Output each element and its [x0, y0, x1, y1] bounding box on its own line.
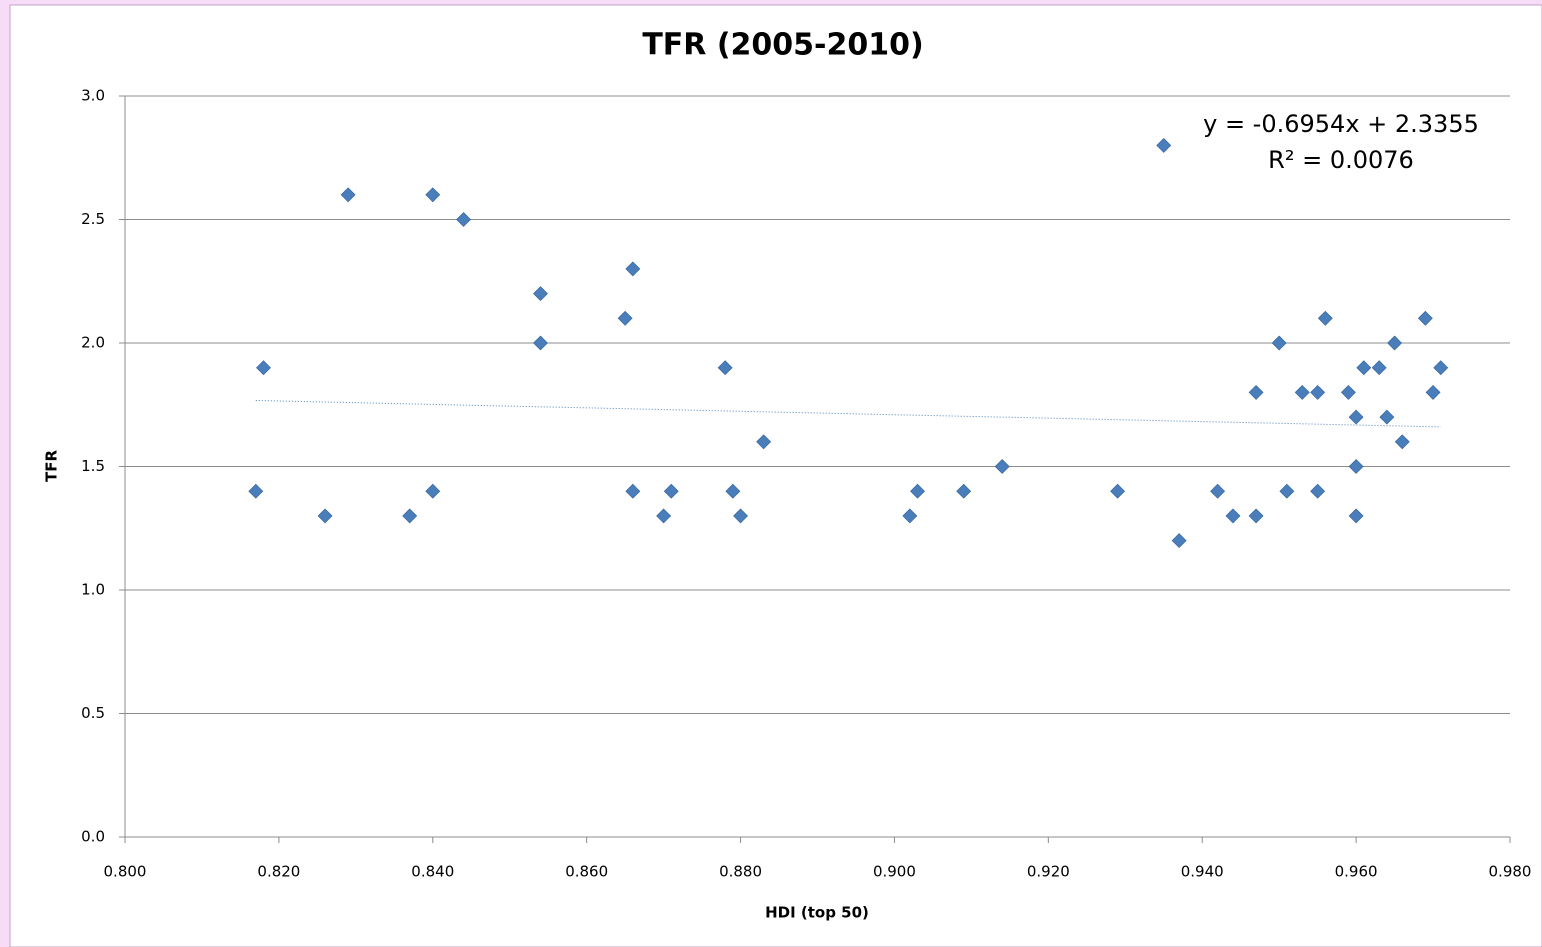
trend-r-squared: R² = 0.0076	[1268, 146, 1414, 174]
point	[902, 508, 918, 524]
x-tick-label: 0.820	[257, 863, 300, 881]
point	[1294, 384, 1310, 400]
point	[248, 483, 264, 499]
point	[1248, 508, 1264, 524]
point	[1310, 384, 1326, 400]
point	[1433, 360, 1449, 376]
point	[956, 483, 972, 499]
trend-equation: y = -0.6954x + 2.3355	[1203, 110, 1479, 138]
x-tick-label: 0.960	[1335, 863, 1378, 881]
point	[1348, 508, 1364, 524]
point	[425, 187, 441, 203]
chart-area	[9, 4, 1542, 947]
point	[1387, 335, 1403, 351]
point	[317, 508, 333, 524]
point	[425, 483, 441, 499]
point	[663, 483, 679, 499]
x-tick-label: 0.980	[1489, 863, 1532, 881]
point	[1371, 360, 1387, 376]
point	[1317, 310, 1333, 326]
chart-title: TFR (2005-2010)	[642, 28, 923, 63]
point	[1348, 409, 1364, 425]
point	[1171, 533, 1187, 549]
point	[1310, 483, 1326, 499]
point	[1210, 483, 1226, 499]
point	[1279, 483, 1295, 499]
x-tick-label: 0.800	[104, 863, 147, 881]
x-tick-label: 0.880	[719, 863, 762, 881]
point	[1340, 384, 1356, 400]
point	[994, 459, 1010, 474]
x-tick-label: 0.840	[411, 863, 454, 881]
x-tick-label: 0.940	[1181, 863, 1224, 881]
point	[625, 261, 641, 277]
point	[340, 187, 356, 203]
x-tick-label: 0.860	[565, 863, 608, 881]
point	[1425, 384, 1441, 400]
point	[910, 483, 925, 499]
x-tick-label: 0.920	[1027, 863, 1070, 881]
point	[733, 508, 748, 524]
trend-line	[255, 399, 1441, 428]
point	[1417, 310, 1433, 326]
point	[725, 483, 741, 499]
point	[1271, 335, 1287, 351]
point	[1225, 508, 1241, 524]
point	[1356, 360, 1372, 376]
point	[1394, 434, 1410, 450]
point	[1379, 409, 1395, 425]
point	[256, 360, 271, 376]
y-tick-label: 3.0	[81, 87, 105, 105]
point	[1110, 483, 1126, 499]
point	[456, 212, 471, 227]
y-tick-label: 2.0	[81, 334, 105, 352]
point	[625, 483, 641, 499]
point	[533, 335, 548, 351]
point	[717, 360, 733, 376]
y-tick-label: 0.5	[81, 704, 105, 722]
point	[1156, 137, 1172, 153]
point	[756, 434, 772, 450]
y-tick-label: 1.0	[81, 581, 105, 599]
y-axis-label: TFR	[43, 450, 61, 482]
point	[617, 310, 633, 326]
point	[1248, 384, 1264, 400]
point	[533, 286, 548, 302]
point	[656, 508, 672, 524]
y-tick-label: 2.5	[81, 210, 105, 228]
point	[1348, 459, 1364, 474]
x-tick-label: 0.900	[873, 863, 916, 881]
x-axis-label: HDI (top 50)	[765, 904, 869, 922]
y-tick-label: 0.0	[81, 828, 105, 846]
point	[402, 508, 418, 524]
y-tick-label: 1.5	[81, 457, 105, 475]
